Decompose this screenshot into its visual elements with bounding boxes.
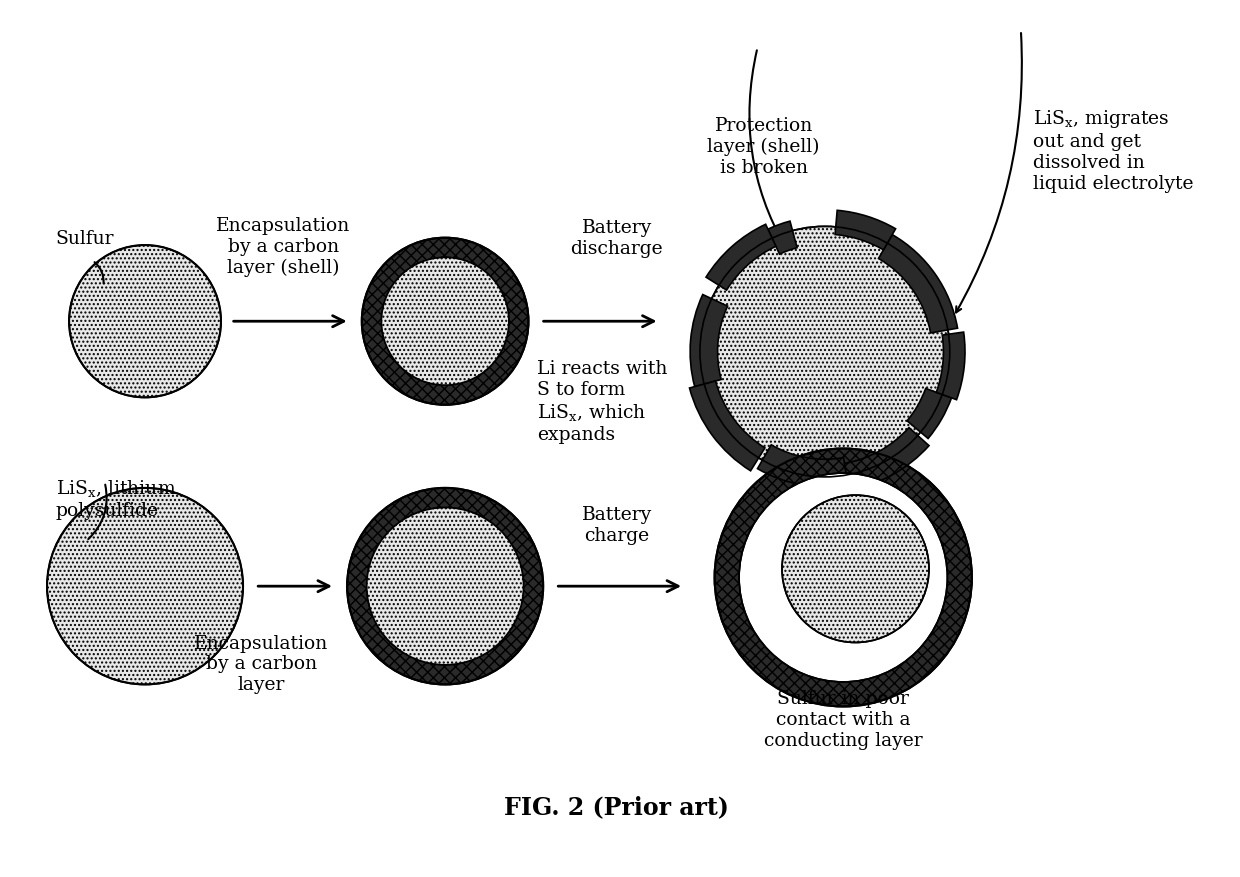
Wedge shape (758, 445, 848, 487)
Wedge shape (878, 235, 957, 333)
Text: Protection
layer (shell)
is broken: Protection layer (shell) is broken (707, 118, 820, 177)
Text: FIG. 2 (Prior art): FIG. 2 (Prior art) (505, 795, 729, 820)
Wedge shape (936, 332, 965, 400)
Circle shape (739, 473, 947, 682)
Text: Encapsulation
by a carbon
layer (shell): Encapsulation by a carbon layer (shell) (216, 217, 351, 277)
Wedge shape (768, 221, 797, 254)
Circle shape (69, 245, 221, 397)
Circle shape (367, 508, 523, 665)
Circle shape (382, 257, 508, 385)
Text: Sulfur in poor
contact with a
conducting layer: Sulfur in poor contact with a conducting… (764, 690, 923, 750)
Circle shape (362, 238, 528, 405)
Wedge shape (844, 428, 929, 490)
Circle shape (367, 508, 523, 665)
Text: Battery
charge: Battery charge (582, 506, 652, 545)
Circle shape (782, 496, 929, 643)
Circle shape (739, 473, 947, 682)
Wedge shape (835, 210, 895, 250)
Circle shape (347, 488, 543, 684)
Text: Li reacts with
S to form
LiS$_\mathregular{x}$, which
expands: Li reacts with S to form LiS$_\mathregul… (537, 360, 667, 445)
Text: Battery
discharge: Battery discharge (570, 219, 663, 258)
Circle shape (382, 257, 508, 385)
Wedge shape (706, 225, 776, 290)
Circle shape (47, 488, 243, 684)
Text: Encapsulation
by a carbon
layer: Encapsulation by a carbon layer (195, 635, 329, 695)
Circle shape (699, 226, 950, 477)
Wedge shape (691, 295, 728, 387)
Wedge shape (908, 389, 951, 438)
Text: LiS$_\mathregular{x}$, lithium
polysulfide: LiS$_\mathregular{x}$, lithium polysulfi… (56, 478, 176, 520)
Text: LiS$_\mathregular{x}$, migrates
out and get
dissolved in
liquid electrolyte: LiS$_\mathregular{x}$, migrates out and … (1033, 109, 1194, 193)
Circle shape (714, 448, 972, 707)
Text: Sulfur: Sulfur (56, 230, 114, 247)
Wedge shape (689, 381, 765, 471)
